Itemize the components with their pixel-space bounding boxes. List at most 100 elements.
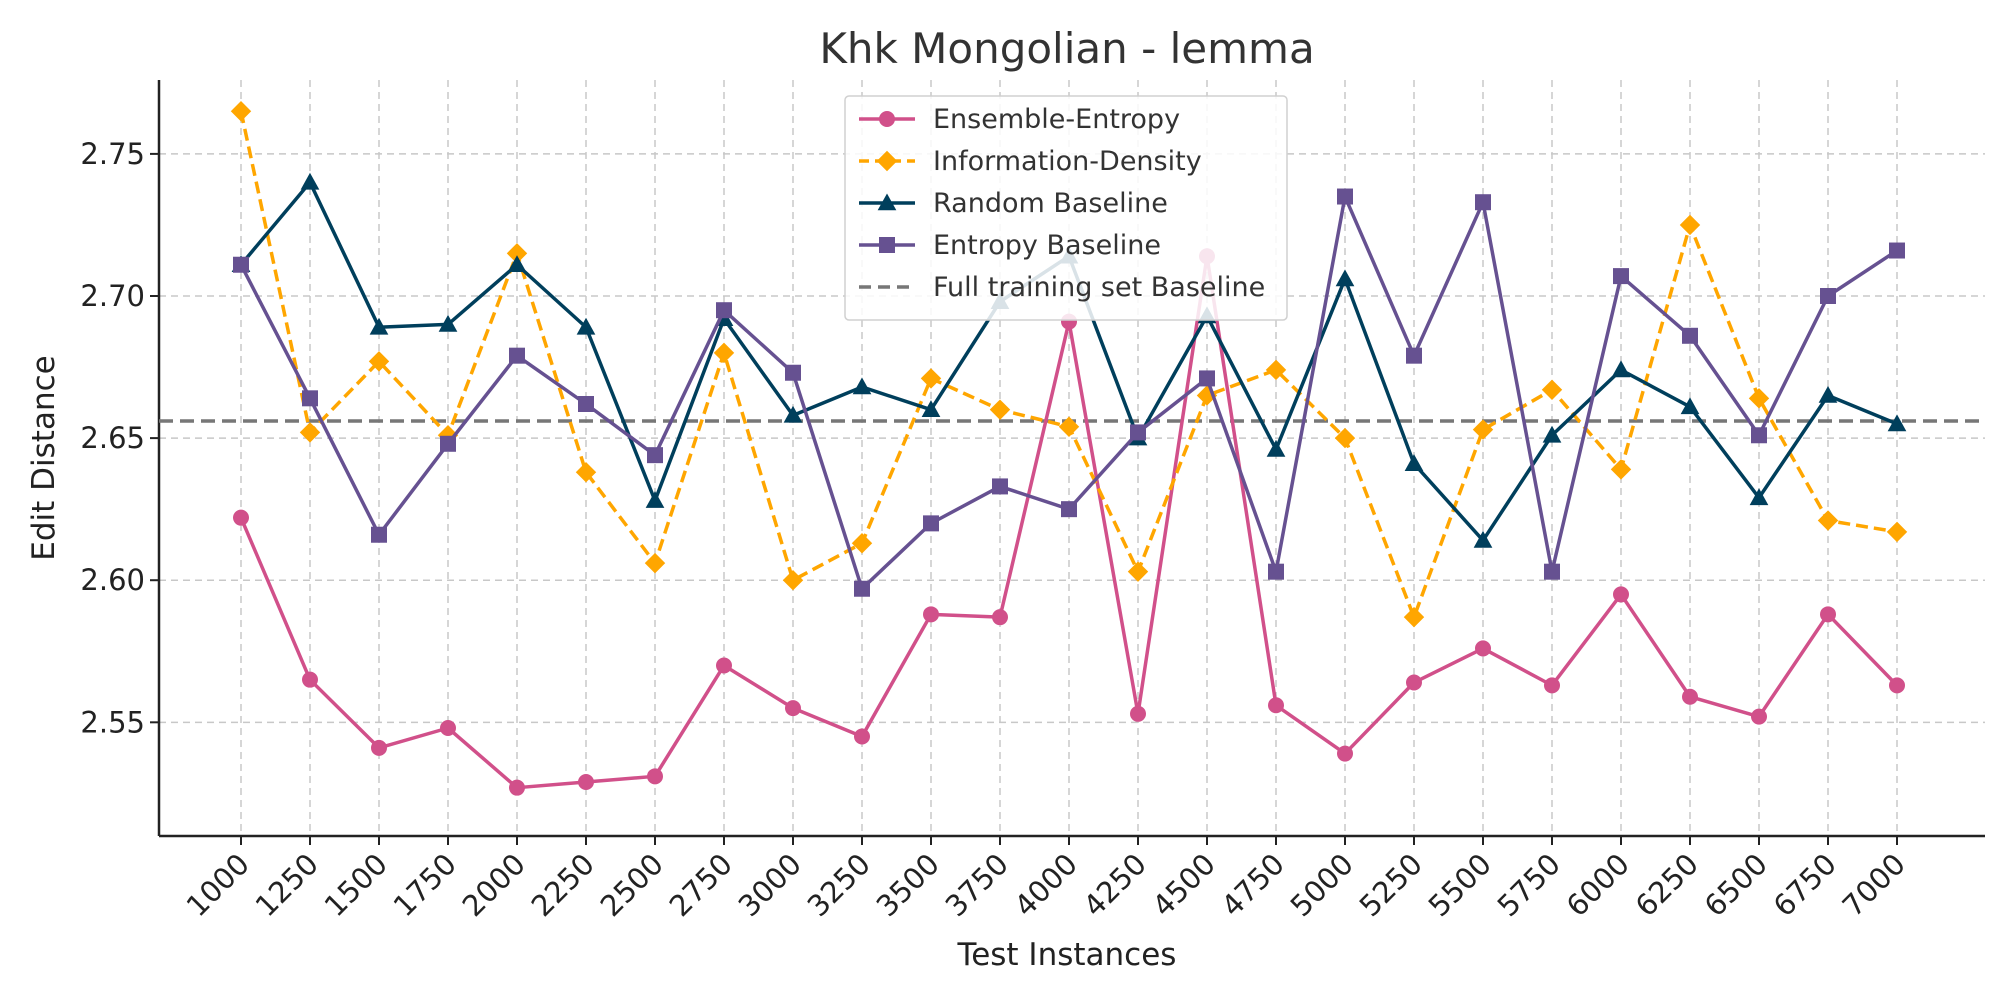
- data-point-random-baseline: [1611, 360, 1631, 378]
- data-point-ensemble-entropy: [1544, 677, 1560, 694]
- data-point-random-baseline: [1266, 439, 1286, 457]
- data-point-ensemble-entropy: [1613, 586, 1629, 603]
- data-point-entropy-baseline: [1613, 268, 1629, 285]
- data-point-entropy-baseline: [647, 447, 663, 464]
- x-tick-label: 2750: [663, 847, 739, 923]
- data-point-random-baseline: [300, 172, 320, 190]
- x-tick-label: 3000: [732, 847, 808, 923]
- data-point-information-density: [782, 570, 804, 591]
- data-point-random-baseline: [921, 400, 941, 417]
- data-point-information-density: [1817, 510, 1839, 531]
- data-point-information-density: [1748, 388, 1770, 409]
- data-point-information-density: [1610, 459, 1632, 480]
- x-tick-label: 6250: [1629, 847, 1705, 923]
- legend-swatch-marker: [876, 150, 898, 172]
- data-point-random-baseline: [507, 255, 527, 273]
- legend-label: Ensemble-Entropy: [933, 104, 1180, 135]
- data-point-ensemble-entropy: [1751, 708, 1767, 725]
- data-point-random-baseline: [1887, 414, 1907, 432]
- y-axis-label: Edit Distance: [26, 355, 62, 560]
- data-point-entropy-baseline: [371, 526, 387, 543]
- data-point-random-baseline: [1680, 397, 1700, 415]
- data-point-entropy-baseline: [1544, 563, 1560, 580]
- data-point-information-density: [644, 552, 666, 574]
- data-point-information-density: [1886, 521, 1908, 543]
- x-tick-label: 4750: [1215, 847, 1291, 923]
- x-tick-label: 1250: [249, 847, 325, 923]
- data-point-random-baseline: [1335, 269, 1355, 287]
- data-point-information-density: [1058, 416, 1080, 437]
- data-point-information-density: [299, 422, 321, 443]
- data-point-entropy-baseline: [854, 580, 870, 597]
- legend-item-random-baseline: Random Baseline: [859, 188, 1168, 219]
- x-tick-label: 1500: [318, 847, 394, 923]
- data-point-entropy-baseline: [1475, 194, 1491, 211]
- y-tick-label: 2.55: [80, 705, 145, 739]
- data-point-ensemble-entropy: [1682, 688, 1698, 705]
- data-point-ensemble-entropy: [233, 509, 249, 526]
- data-point-random-baseline: [1404, 454, 1424, 471]
- data-point-information-density: [1334, 427, 1356, 449]
- series-entropy-baseline: [233, 188, 1905, 597]
- legend-item-information-density: Information-Density: [859, 146, 1202, 177]
- data-point-information-density: [1541, 379, 1563, 400]
- data-point-random-baseline: [1818, 385, 1838, 403]
- data-point-ensemble-entropy: [1406, 674, 1422, 691]
- data-point-entropy-baseline: [1130, 424, 1146, 441]
- legend-label: Random Baseline: [933, 188, 1168, 219]
- data-point-entropy-baseline: [923, 515, 939, 532]
- data-point-random-baseline: [369, 317, 389, 335]
- data-point-ensemble-entropy: [923, 606, 939, 623]
- x-tick-label: 5750: [1491, 847, 1567, 923]
- data-point-information-density: [1679, 214, 1701, 236]
- chart-title: Khk Mongolian - lemma: [819, 24, 1314, 73]
- data-point-random-baseline: [783, 405, 803, 423]
- data-point-entropy-baseline: [302, 390, 318, 407]
- x-tick-label: 2250: [525, 847, 601, 923]
- y-tick-label: 2.60: [80, 563, 145, 597]
- data-point-entropy-baseline: [578, 396, 594, 412]
- legend: Ensemble-Entropy Information-Density Rando…: [844, 95, 1288, 321]
- x-ticks: 1000125015001750200022502500275030003250…: [180, 836, 1912, 923]
- x-tick-label: 5000: [1284, 847, 1360, 923]
- data-point-ensemble-entropy: [1475, 640, 1491, 657]
- data-point-ensemble-entropy: [1130, 705, 1146, 722]
- x-tick-label: 2500: [594, 847, 670, 923]
- series-ensemble-entropy: [233, 248, 1905, 796]
- legend-label: Full training set Baseline: [933, 272, 1265, 303]
- data-point-information-density: [1265, 359, 1287, 381]
- data-point-information-density: [920, 368, 942, 389]
- data-point-ensemble-entropy: [302, 671, 318, 688]
- x-tick-label: 2000: [456, 847, 532, 923]
- y-ticks: 2.55 2.60 2.65 2.70 2.75: [80, 137, 159, 739]
- legend-swatch-marker: [877, 193, 897, 211]
- data-point-random-baseline: [1542, 425, 1562, 443]
- data-point-ensemble-entropy: [509, 779, 525, 796]
- data-point-entropy-baseline: [1682, 327, 1698, 344]
- x-tick-label: 5250: [1353, 847, 1429, 923]
- data-point-ensemble-entropy: [992, 609, 1008, 626]
- data-point-random-baseline: [1749, 488, 1769, 506]
- data-point-information-density: [1472, 419, 1494, 440]
- data-point-ensemble-entropy: [716, 657, 732, 674]
- data-point-ensemble-entropy: [1820, 606, 1836, 623]
- data-point-ensemble-entropy: [1337, 745, 1353, 762]
- data-point-information-density: [368, 351, 390, 372]
- data-point-entropy-baseline: [1268, 563, 1284, 580]
- data-point-ensemble-entropy: [1889, 677, 1905, 694]
- data-point-ensemble-entropy: [785, 700, 801, 717]
- x-tick-label: 3500: [870, 847, 946, 923]
- x-tick-label: 3250: [801, 847, 877, 923]
- data-point-entropy-baseline: [785, 364, 801, 381]
- x-tick-label: 5500: [1422, 847, 1498, 923]
- data-point-entropy-baseline: [1820, 288, 1836, 304]
- data-point-ensemble-entropy: [440, 720, 456, 736]
- data-point-random-baseline: [576, 317, 596, 335]
- legend-item-entropy-baseline: Entropy Baseline: [859, 230, 1161, 261]
- data-point-entropy-baseline: [1337, 188, 1353, 205]
- x-tick-label: 1750: [387, 847, 463, 923]
- data-point-entropy-baseline: [1406, 347, 1422, 364]
- x-tick-label: 6000: [1560, 847, 1636, 923]
- x-tick-label: 4000: [1008, 847, 1084, 923]
- legend-label: Entropy Baseline: [933, 230, 1161, 261]
